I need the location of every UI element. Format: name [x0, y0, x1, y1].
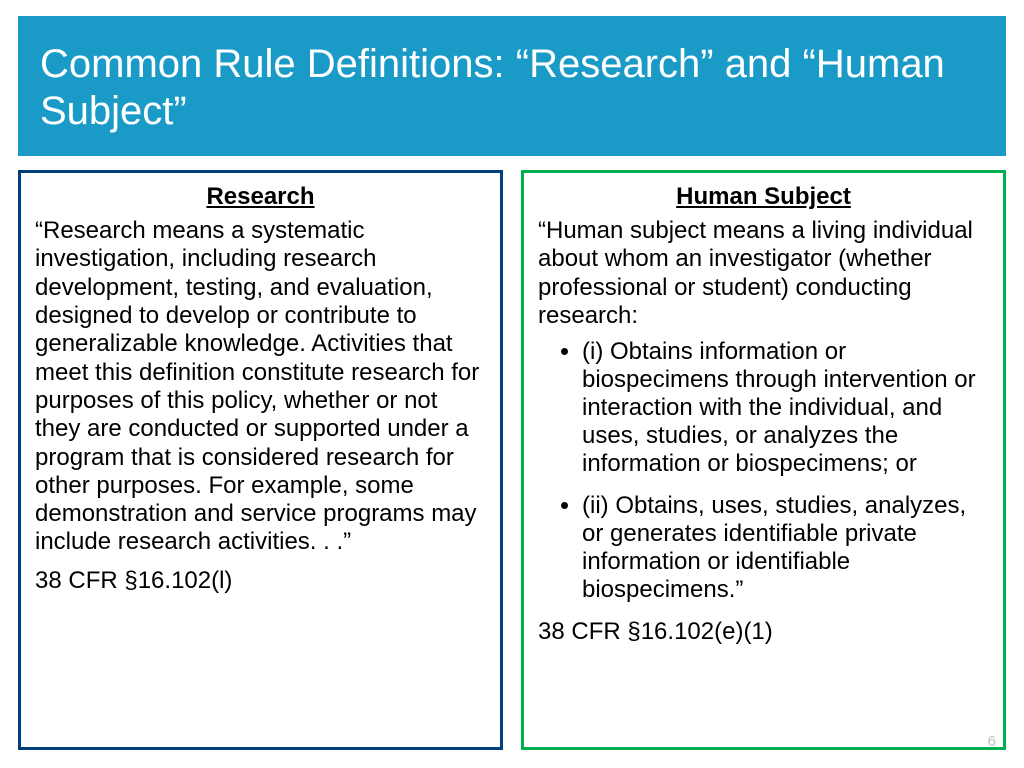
slide: Common Rule Definitions: “Research” and …	[0, 0, 1024, 768]
human-subject-list: (i) Obtains information or biospecimens …	[582, 338, 989, 604]
research-box: Research “Research means a systematic in…	[18, 170, 503, 750]
human-subject-box: Human Subject “Human subject means a liv…	[521, 170, 1006, 750]
content-columns: Research “Research means a systematic in…	[18, 170, 1006, 750]
human-subject-intro: “Human subject means a living individual…	[538, 217, 989, 330]
slide-title: Common Rule Definitions: “Research” and …	[40, 41, 984, 135]
page-number: 6	[988, 733, 996, 750]
human-subject-bullet-2: (ii) Obtains, uses, studies, analyzes, o…	[582, 492, 989, 604]
research-body: “Research means a systematic investigati…	[35, 217, 486, 557]
human-subject-heading: Human Subject	[538, 183, 989, 211]
research-heading: Research	[35, 183, 486, 211]
human-subject-citation: 38 CFR §16.102(e)(1)	[538, 618, 989, 646]
title-banner: Common Rule Definitions: “Research” and …	[18, 16, 1006, 156]
human-subject-bullet-1: (i) Obtains information or biospecimens …	[582, 338, 989, 478]
research-citation: 38 CFR §16.102(l)	[35, 567, 486, 595]
